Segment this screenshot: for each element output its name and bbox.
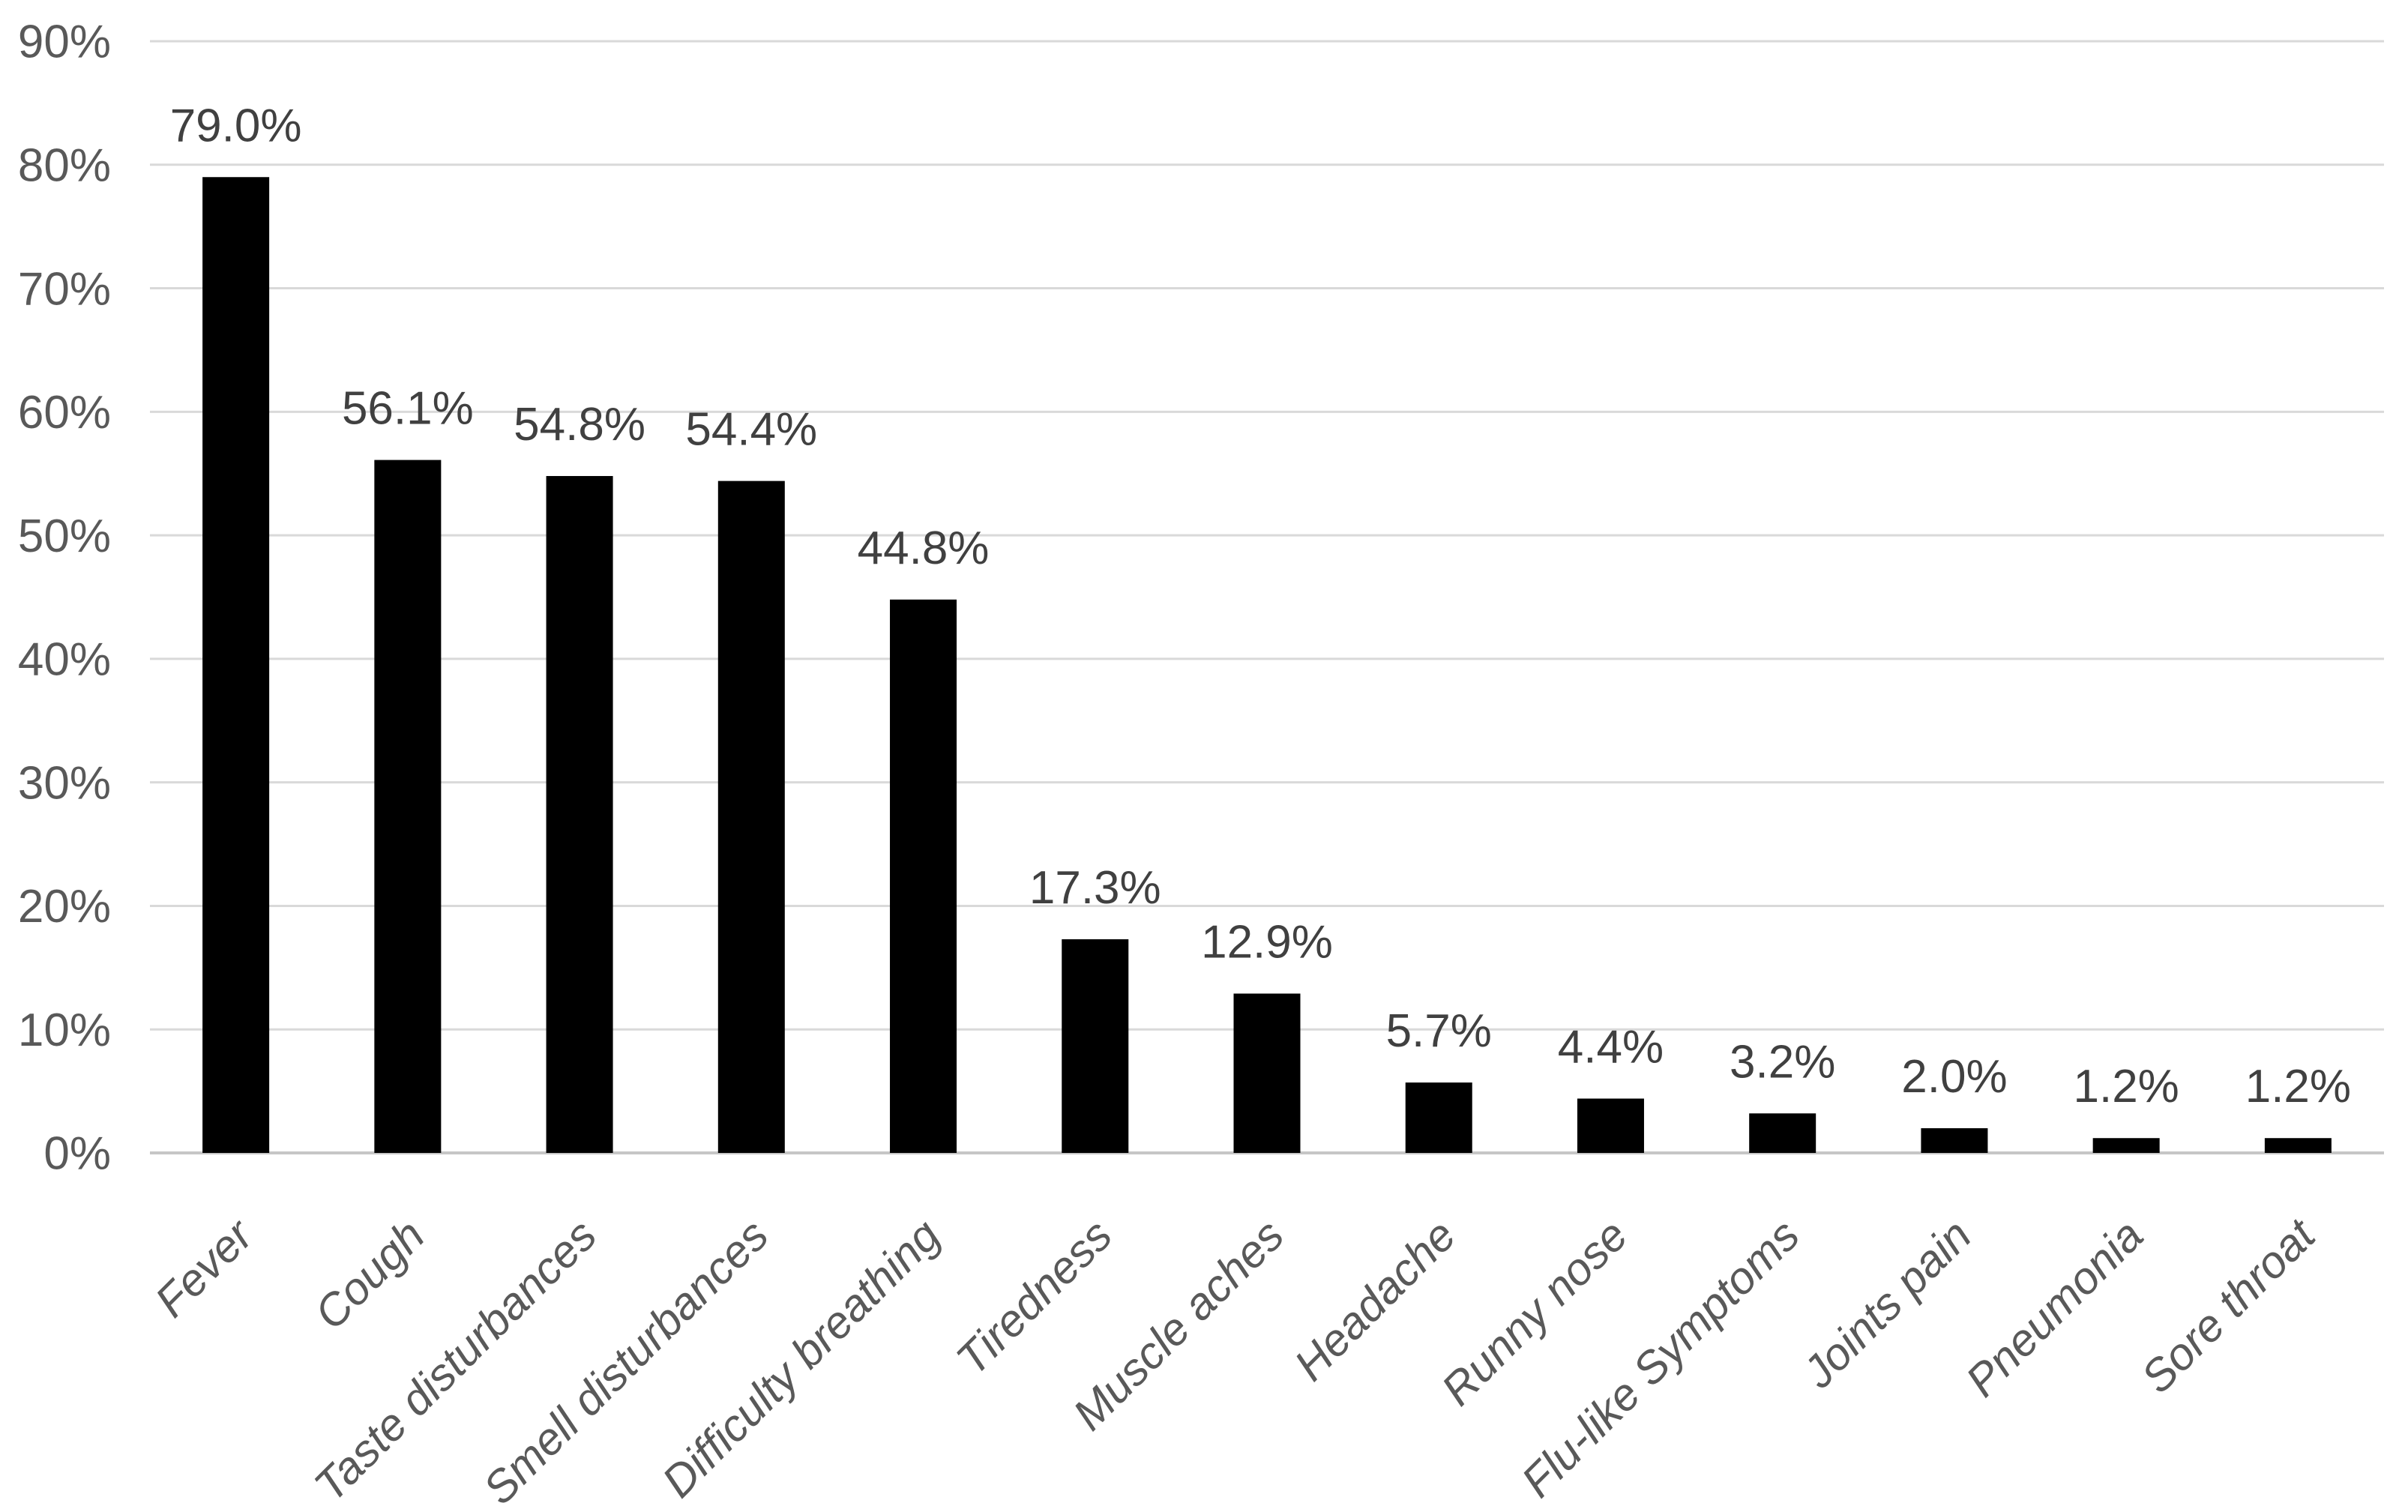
y-tick-label-60: 60% [18,387,111,439]
bar-sore-throat [2264,1138,2332,1153]
bar-cough [374,460,442,1153]
bar-runny-nose [1577,1098,1644,1153]
data-label-tiredness: 17.3% [1029,862,1161,914]
bar-fever [202,177,270,1153]
data-label-smell-disturbances: 54.4% [685,404,817,456]
bar-pneumonia [2092,1138,2160,1153]
y-tick-label-80: 80% [18,139,111,191]
data-label-pneumonia: 1.2% [2073,1061,2179,1112]
y-tick-label-70: 70% [18,263,111,315]
data-label-taste-disturbances: 54.8% [514,399,645,451]
y-tick-label-10: 10% [18,1005,111,1056]
data-label-runny-nose: 4.4% [1558,1021,1664,1073]
data-label-difficulty-breathing: 44.8% [858,522,990,574]
y-tick-label-30: 30% [18,757,111,809]
bar-muscle-aches [1233,993,1301,1153]
data-label-flu-like-symptoms: 3.2% [1730,1036,1835,1088]
y-tick-label-0: 0% [43,1128,111,1180]
bar-tiredness [1062,939,1129,1153]
bar-taste-disturbances [546,476,613,1153]
bar-flu-like-symptoms [1749,1113,1816,1153]
bar-difficulty-breathing [890,599,957,1153]
bar-headache [1405,1082,1472,1153]
y-tick-label-20: 20% [18,881,111,933]
data-label-fever: 79.0% [170,100,302,151]
bar-joints-pain [1921,1128,1988,1153]
data-label-muscle-aches: 12.9% [1201,916,1333,968]
y-tick-label-50: 50% [18,510,111,562]
data-label-joints-pain: 2.0% [1901,1051,2007,1103]
data-label-headache: 5.7% [1386,1005,1492,1057]
bar-smell-disturbances [717,481,785,1153]
data-label-cough: 56.1% [342,383,474,435]
data-label-sore-throat: 1.2% [2245,1061,2351,1112]
y-tick-label-90: 90% [18,16,111,68]
y-tick-label-40: 40% [18,634,111,686]
